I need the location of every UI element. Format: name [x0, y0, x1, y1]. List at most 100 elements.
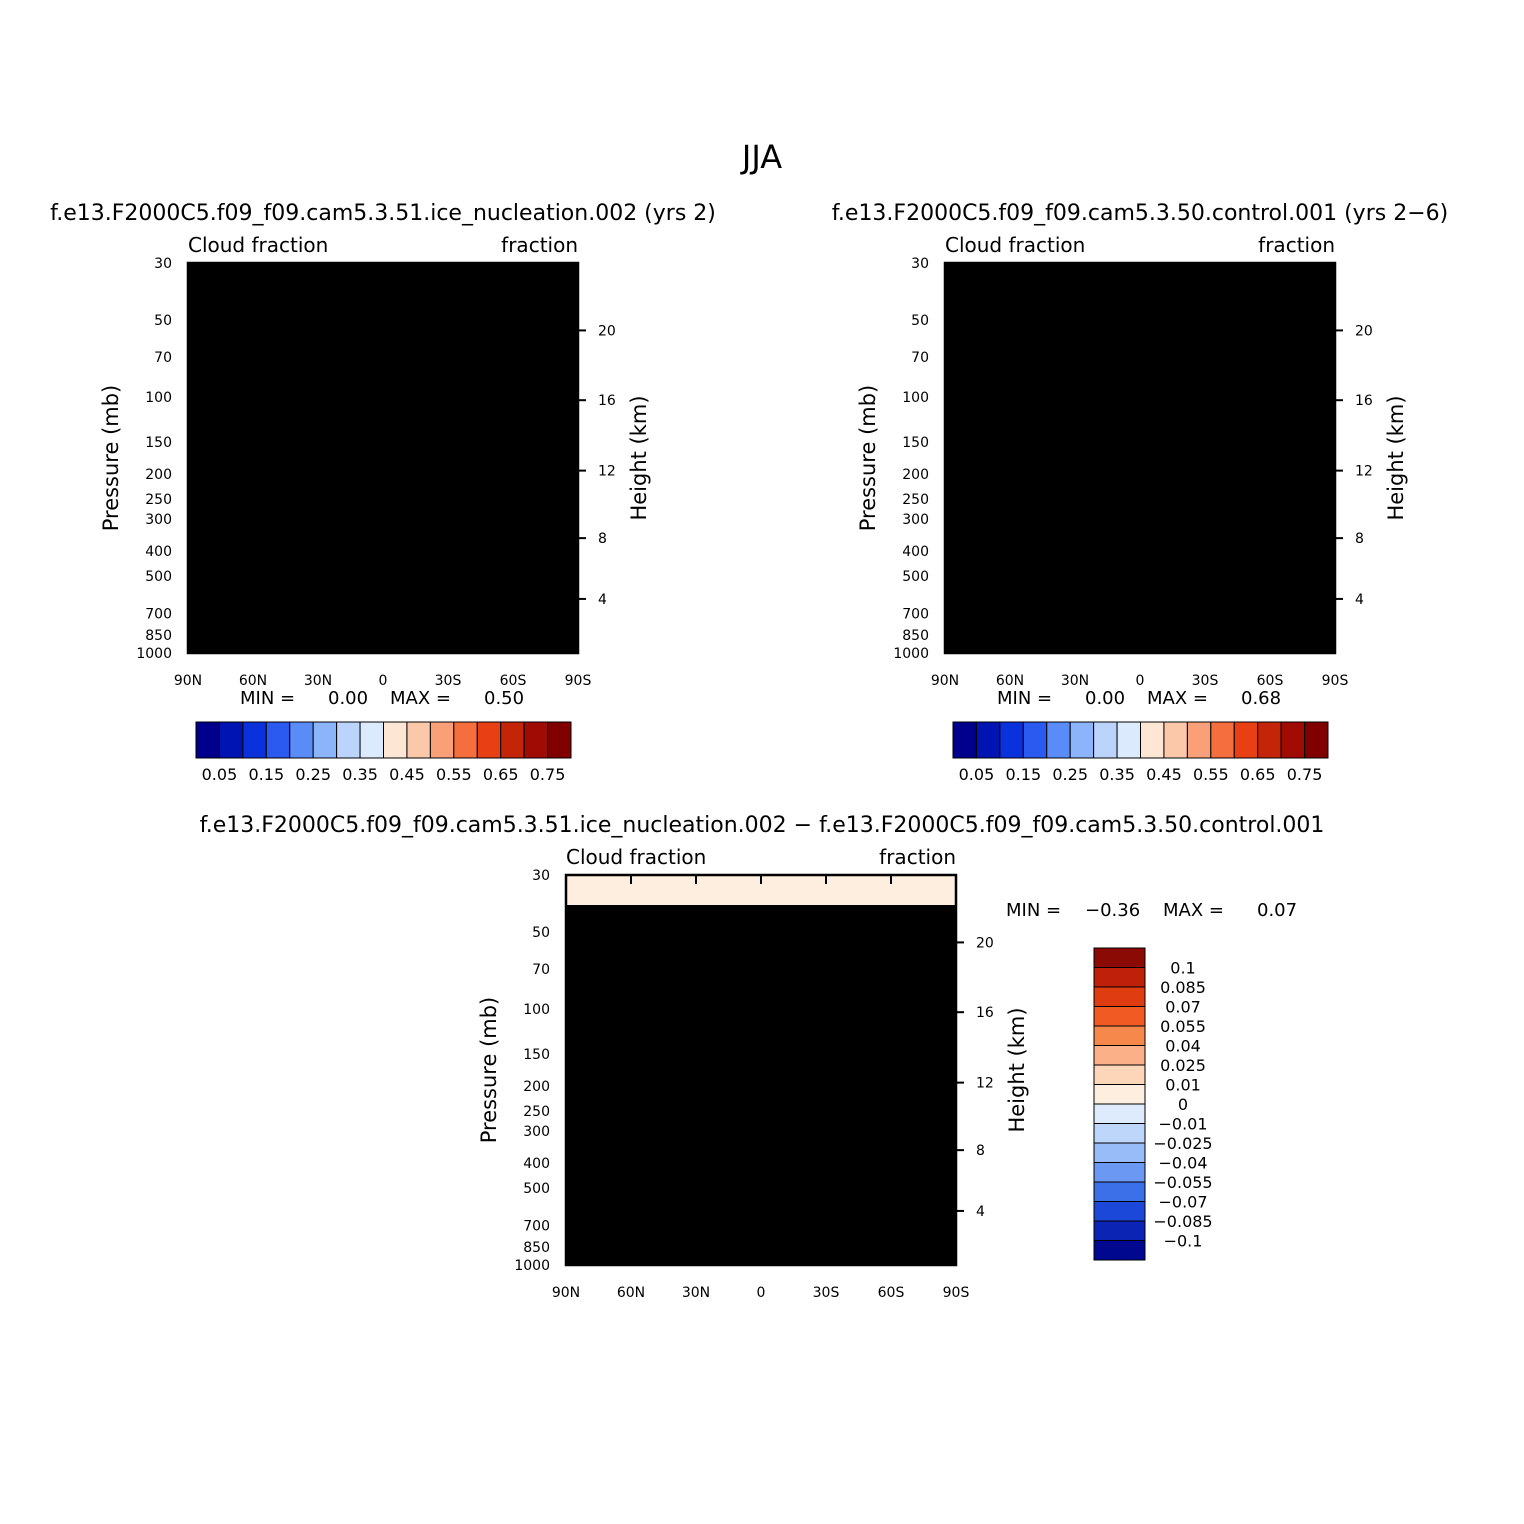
heatmap-cell: [434, 443, 441, 450]
heatmap-cell: [356, 263, 363, 270]
heatmap-cell: [494, 545, 501, 552]
heatmap-cell: [188, 521, 195, 528]
heatmap-cell: [458, 449, 465, 456]
heatmap-cell: [560, 605, 567, 612]
heatmap-cell: [548, 365, 555, 372]
heatmap-cell: [512, 407, 519, 414]
heatmap-cell: [1179, 317, 1186, 324]
heatmap-cell: [506, 527, 513, 534]
heatmap-cell: [194, 575, 201, 582]
heatmap-cell: [368, 389, 375, 396]
heatmap-cell: [302, 431, 309, 438]
heatmap-cell: [1251, 317, 1258, 324]
heatmap-cell: [512, 425, 519, 432]
heatmap-cell: [518, 551, 525, 558]
heatmap-cell: [344, 599, 351, 606]
heatmap-cell: [1251, 293, 1258, 300]
heatmap-cell: [1095, 293, 1102, 300]
heatmap-cell: [524, 311, 531, 318]
heatmap-cell: [1005, 311, 1012, 318]
heatmap-cell: [1041, 269, 1048, 276]
heatmap-cell: [458, 557, 465, 564]
heatmap-cell: [392, 479, 399, 486]
heatmap-cell: [338, 347, 345, 354]
heatmap-cell: [242, 521, 249, 528]
heatmap-cell: [422, 563, 429, 570]
heatmap-cell: [1251, 299, 1258, 306]
heatmap-cell: [1317, 293, 1324, 300]
heatmap-cell: [494, 329, 501, 336]
heatmap-cell: [488, 419, 495, 426]
heatmap-cell: [458, 515, 465, 522]
heatmap-cell: [1179, 281, 1186, 288]
heatmap-cell: [362, 449, 369, 456]
heatmap-cell: [356, 365, 363, 372]
heatmap-cell: [1197, 281, 1204, 288]
heatmap-cell: [398, 347, 405, 354]
heatmap-cell: [404, 623, 411, 630]
heatmap-cell: [368, 461, 375, 468]
heatmap-cell: [242, 443, 249, 450]
heatmap-cell: [356, 473, 363, 480]
heatmap-cell: [1215, 275, 1222, 282]
heatmap-cell: [524, 503, 531, 510]
heatmap-cell: [212, 299, 219, 306]
heatmap-cell: [542, 395, 549, 402]
heatmap-cell: [296, 563, 303, 570]
heatmap-cell: [488, 485, 495, 492]
heatmap-cell: [368, 473, 375, 480]
heatmap-cell: [1221, 305, 1228, 312]
heatmap-cell: [308, 569, 315, 576]
heatmap-cell: [518, 473, 525, 480]
heatmap-cell: [380, 491, 387, 498]
heatmap-cell: [218, 383, 225, 390]
heatmap-cell: [200, 347, 207, 354]
heatmap-cell: [392, 593, 399, 600]
heatmap-cell: [224, 509, 231, 516]
heatmap-cell: [320, 635, 327, 642]
heatmap-cell: [254, 359, 261, 366]
heatmap-cell: [392, 617, 399, 624]
heatmap-cell: [284, 299, 291, 306]
heatmap-cell: [452, 419, 459, 426]
heatmap-cell: [356, 401, 363, 408]
heatmap-cell: [500, 335, 507, 342]
heatmap-cell: [188, 473, 195, 480]
heatmap-cell: [314, 359, 321, 366]
heatmap-cell: [344, 413, 351, 420]
heatmap-cell: [332, 539, 339, 546]
heatmap-cell: [428, 629, 435, 636]
heatmap-cell: [1173, 305, 1180, 312]
heatmap-cell: [1305, 317, 1312, 324]
heatmap-cell: [410, 347, 417, 354]
heatmap-cell: [536, 311, 543, 318]
heatmap-cell: [566, 521, 573, 528]
heatmap-cell: [224, 281, 231, 288]
heatmap-cell: [230, 593, 237, 600]
heatmap-cell: [1203, 281, 1210, 288]
heatmap-cell: [338, 431, 345, 438]
heatmap-cell: [362, 353, 369, 360]
heatmap-cell: [957, 323, 964, 330]
heatmap-cell: [500, 359, 507, 366]
heatmap-cell: [422, 419, 429, 426]
heatmap-cell: [422, 443, 429, 450]
heatmap-cell: [374, 599, 381, 606]
heatmap-cell: [536, 593, 543, 600]
heatmap-cell: [1101, 281, 1108, 288]
heatmap-cell: [542, 539, 549, 546]
heatmap-cell: [464, 293, 471, 300]
heatmap-cell: [356, 443, 363, 450]
heatmap-cell: [536, 377, 543, 384]
heatmap-cell: [404, 425, 411, 432]
heatmap-cell: [446, 329, 453, 336]
heatmap-cell: [308, 539, 315, 546]
heatmap-cell: [194, 551, 201, 558]
heatmap-cell: [1083, 299, 1090, 306]
heatmap-cell: [398, 365, 405, 372]
heatmap-cell: [386, 641, 393, 648]
heatmap-cell: [1077, 269, 1084, 276]
heatmap-cell: [254, 419, 261, 426]
heatmap-cell: [452, 461, 459, 468]
heatmap-cell: [548, 311, 555, 318]
